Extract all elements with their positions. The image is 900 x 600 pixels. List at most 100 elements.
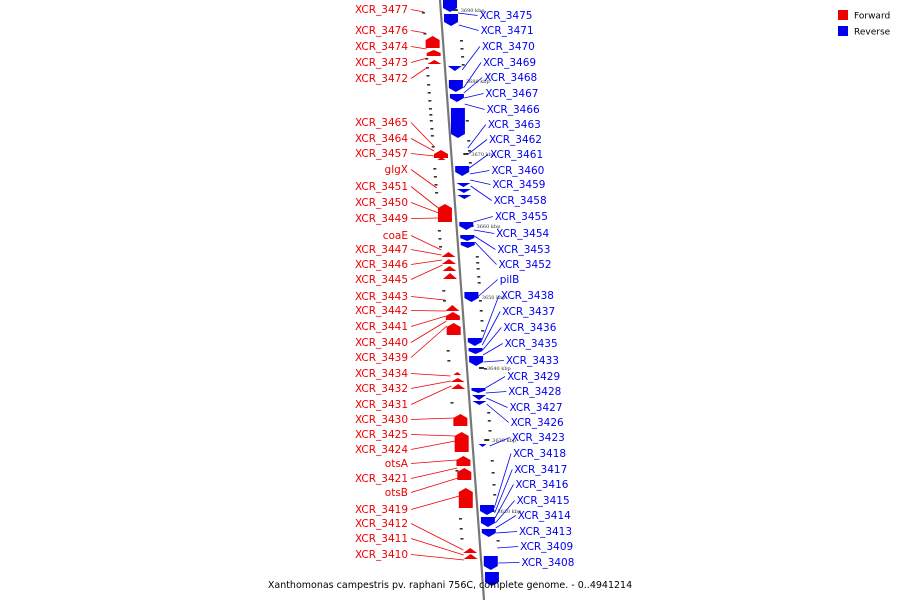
reverse-mini-feature <box>481 330 485 332</box>
forward-label-leader <box>410 310 446 312</box>
forward-gene-label: XCR_3474 <box>355 41 408 53</box>
reverse-mini-feature <box>476 262 480 264</box>
reverse-gene-label: XCR_3469 <box>483 57 536 69</box>
reverse-gene-label: XCR_3426 <box>511 417 564 429</box>
genome-axis <box>438 0 486 600</box>
forward-label-leader <box>410 264 443 280</box>
forward-label-leader <box>410 440 456 450</box>
scale-label: 3680 kbp <box>466 79 490 85</box>
legend-reverse-label: Reverse <box>854 28 891 38</box>
reverse-gene-feature <box>456 183 471 187</box>
forward-label-leader <box>410 554 465 561</box>
forward-gene-label: XCR_3430 <box>355 414 408 426</box>
reverse-gene-feature <box>481 529 496 537</box>
reverse-label-leader <box>470 179 491 185</box>
reverse-gene-label: XCR_3437 <box>502 306 555 318</box>
reverse-gene-feature <box>455 166 470 176</box>
reverse-gene-feature <box>464 292 479 302</box>
forward-gene-label: XCR_3439 <box>355 352 408 364</box>
reverse-gene-label: XCR_3459 <box>492 179 545 191</box>
reverse-label-leader <box>458 24 479 31</box>
forward-gene-feature <box>427 60 442 64</box>
reverse-gene-feature <box>471 388 486 393</box>
reverse-gene-feature <box>447 66 462 71</box>
reverse-gene-label: XCR_3436 <box>503 322 556 334</box>
forward-gene-feature <box>426 50 441 56</box>
reverse-label-leader <box>482 343 503 356</box>
reverse-mini-feature <box>483 368 487 370</box>
forward-gene-label: XCR_3446 <box>355 259 408 271</box>
reverse-label-leader <box>495 500 515 524</box>
reverse-gene-feature <box>456 189 471 193</box>
forward-gene-feature <box>434 150 448 158</box>
forward-gene-label: XCR_3421 <box>355 473 408 485</box>
forward-gene-feature <box>446 323 461 335</box>
forward-label-leader <box>410 217 439 219</box>
forward-gene-label: XCR_3431 <box>355 399 408 411</box>
forward-mini-feature <box>427 92 431 94</box>
reverse-mini-feature <box>477 276 481 278</box>
forward-mini-feature <box>435 192 439 194</box>
forward-gene-label: otsA <box>385 458 409 470</box>
reverse-mini-feature <box>493 494 497 496</box>
scale-label: 3620 kbp <box>497 509 521 515</box>
reverse-gene-label: XCR_3428 <box>508 386 561 398</box>
scale-label: 3640 kbp <box>487 366 511 372</box>
forward-mini-feature <box>433 168 437 170</box>
reverse-label-leader <box>457 12 478 16</box>
reverse-gene-label: XCR_3408 <box>521 557 574 569</box>
reverse-gene-label: XCR_3461 <box>490 149 543 161</box>
reverse-label-leader <box>493 453 512 509</box>
reverse-gene-label: XCR_3415 <box>517 495 570 507</box>
reverse-gene-label: XCR_3452 <box>499 259 552 271</box>
reverse-gene-label: XCR_3468 <box>484 72 537 84</box>
forward-mini-feature <box>446 350 450 352</box>
reverse-mini-feature <box>460 48 464 50</box>
forward-gene-feature <box>441 252 456 257</box>
reverse-label-leader <box>498 562 520 564</box>
forward-gene-label: otsB <box>385 487 408 499</box>
forward-gene-label: XCR_3477 <box>355 4 408 16</box>
reverse-gene-feature <box>469 356 484 366</box>
reverse-gene-label: XCR_3454 <box>496 228 549 240</box>
reverse-label-leader <box>497 546 519 549</box>
forward-mini-feature <box>431 146 435 148</box>
forward-mini-feature <box>443 300 446 302</box>
reverse-label-leader <box>468 139 488 155</box>
forward-label-leader <box>410 30 426 34</box>
reverse-gene-feature <box>448 80 463 92</box>
reverse-gene-feature <box>443 0 457 12</box>
reverse-mini-feature <box>467 140 471 142</box>
forward-gene-label: XCR_3425 <box>355 429 408 441</box>
reverse-gene-label: XCR_3467 <box>485 88 538 100</box>
forward-mini-feature <box>460 538 464 540</box>
reverse-label-leader <box>485 376 506 389</box>
forward-mini-feature <box>428 108 432 110</box>
reverse-mini-feature <box>487 412 491 414</box>
forward-gene-feature <box>445 312 460 320</box>
forward-gene-feature <box>463 554 478 559</box>
reverse-label-leader <box>473 229 495 234</box>
forward-gene-label: XCR_3457 <box>355 148 408 160</box>
reverse-gene-feature <box>480 505 495 515</box>
forward-gene-label: glgX <box>385 164 408 176</box>
scale-label: 3690 kbp <box>461 8 485 14</box>
forward-gene-feature <box>437 204 452 222</box>
forward-label-leader <box>410 202 439 214</box>
forward-mini-feature <box>434 184 438 186</box>
reverse-gene-label: XCR_3409 <box>520 541 573 553</box>
reverse-gene-label: XCR_3460 <box>491 165 544 177</box>
reverse-label-leader <box>496 531 518 534</box>
forward-mini-feature <box>430 135 434 137</box>
reverse-gene-feature <box>483 556 498 570</box>
forward-mini-feature <box>439 246 443 248</box>
forward-gene-label: XCR_3410 <box>355 549 408 561</box>
forward-label-leader <box>410 380 452 389</box>
forward-gene-label: XCR_3465 <box>355 117 408 129</box>
reverse-gene-label: XCR_3427 <box>510 402 563 414</box>
forward-gene-label: XCR_3450 <box>355 197 408 209</box>
forward-gene-label: XCR_3432 <box>355 383 408 395</box>
forward-gene-feature <box>454 432 469 452</box>
reverse-label-leader <box>494 484 514 519</box>
reverse-mini-feature <box>480 320 484 322</box>
